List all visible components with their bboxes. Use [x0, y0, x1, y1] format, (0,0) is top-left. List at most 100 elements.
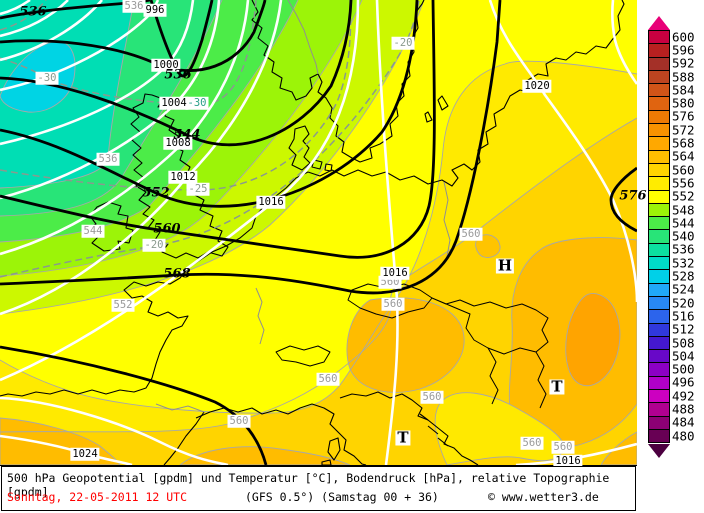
country-borders — [155, 0, 451, 413]
colorbar-value-label: 508 — [672, 335, 695, 351]
colorbar-overflow-arrow-top — [648, 16, 670, 30]
retop-label: 560 — [316, 372, 340, 386]
geopotential-label: 560 — [153, 221, 181, 237]
geopot-576 — [609, 166, 637, 233]
colorbar-value-label: 524 — [672, 281, 695, 297]
pressure-label: 1020 — [522, 79, 552, 93]
temperature-label: -30 — [35, 71, 59, 85]
colorbar-swatch — [649, 163, 669, 178]
colorbar-swatch — [649, 217, 669, 231]
pressure-center-label: H — [495, 256, 515, 275]
colorbar-value-label: 528 — [672, 268, 695, 284]
colorbar-value-label: 580 — [672, 95, 695, 111]
colorbar-value-label: 492 — [672, 388, 695, 404]
coastline-baltic — [307, 0, 625, 187]
geopotential-label: 568 — [163, 266, 191, 282]
colorbar-swatch — [649, 243, 669, 258]
colorbar-swatch — [649, 84, 669, 98]
retop-label: 544 — [81, 224, 105, 238]
colorbar-value-label: 556 — [672, 175, 695, 191]
colorbar-value-label: 536 — [672, 241, 695, 257]
colorbar-swatch — [649, 323, 669, 337]
pressure-label: 1000 — [151, 58, 181, 72]
temperature-label: -20 — [391, 36, 415, 50]
colorbar-value-label: 584 — [672, 82, 695, 98]
pressure-center-label: T — [549, 377, 565, 396]
credit-link: © www.wetter3.de — [488, 490, 599, 504]
colorbar-swatch — [649, 124, 669, 138]
colorbar-value-label: 504 — [672, 348, 695, 364]
colorbar-value-label: 548 — [672, 202, 695, 218]
colorbar-swatch — [649, 97, 669, 111]
colorbar-swatch — [649, 57, 669, 71]
coastline-corsica — [327, 437, 341, 461]
colorbar-value-label: 520 — [672, 295, 695, 311]
colorbar-value-label: 496 — [672, 374, 695, 390]
colorbar-swatch — [649, 390, 669, 404]
colorbar-swatch — [649, 44, 669, 58]
geopot-544 — [0, 0, 353, 147]
colorbar-value-label: 596 — [672, 42, 695, 58]
pressure-label: 1004 — [159, 96, 189, 110]
geopotential-label: 552 — [142, 185, 170, 201]
pressure-center-label: T — [395, 428, 411, 447]
colorbar-value-label: 488 — [672, 401, 695, 417]
temp-line-minus25 — [0, 0, 352, 191]
colorbar-value-label: 572 — [672, 122, 695, 138]
colorbar-swatch — [649, 310, 669, 324]
colorbar-value-label: 564 — [672, 148, 695, 164]
colorbar-value-label: 500 — [672, 361, 695, 377]
isobar-1016 — [0, 0, 360, 382]
temperature-label: -30 — [185, 96, 209, 110]
colorbar-value-label: 480 — [672, 428, 695, 444]
temperature-label: -20 — [142, 238, 166, 252]
coastline-adriatic — [339, 391, 479, 465]
colorbar-swatch — [649, 296, 669, 311]
geopot-568 — [0, 0, 502, 295]
colorbar-value-label: 592 — [672, 55, 695, 71]
colorbar-swatch — [649, 203, 669, 218]
colorbar-value-label: 568 — [672, 135, 695, 151]
colorbar-swatch — [649, 137, 669, 151]
pressure-label: 1016 — [256, 195, 286, 209]
colorbar-swatch — [649, 363, 669, 377]
pressure-label: 1016 — [380, 266, 410, 280]
pressure-label: 1012 — [168, 170, 198, 184]
colorbar-swatch — [649, 110, 669, 125]
geopotential-label: 544 — [173, 127, 201, 143]
colorbar-swatch — [649, 416, 669, 430]
coastline-scandinavia — [251, 0, 425, 163]
map-panel: 536 536 544 552 560 560 560 560 560 560 560 560 -30 -… — [0, 0, 647, 468]
coastlines — [0, 0, 625, 465]
geopotential-label: 576 — [619, 188, 647, 204]
temperature-label: -25 — [186, 182, 210, 196]
coastline-northsea-channel — [0, 171, 309, 397]
colorbar-value-label: 588 — [672, 69, 695, 85]
coastline-mediterranean — [195, 403, 367, 465]
pressure-label: 1016 — [553, 454, 583, 468]
colorbar-swatch — [649, 177, 669, 191]
pressure-label: 1024 — [70, 447, 100, 461]
colorbar-swatch — [649, 257, 669, 271]
colorbar-value-label: 512 — [672, 321, 695, 337]
caption-box: 500 hPa Geopotential [gpdm] und Temperat… — [1, 466, 636, 511]
retop-label: 560 — [520, 436, 544, 450]
colorbar-value-label: 516 — [672, 308, 695, 324]
coastline-spain-east — [163, 411, 205, 465]
isobar-1004 — [0, 0, 221, 200]
isobar-1000 — [0, 0, 195, 146]
retop-label: 552 — [111, 298, 135, 312]
retop-label: 560 — [381, 297, 405, 311]
retop-blob-central — [346, 297, 465, 393]
geopotential-label: 536 — [164, 67, 192, 83]
colorbar-overflow-arrow-bottom — [648, 444, 670, 459]
colorbar-swatches — [648, 30, 670, 444]
border-switzerland — [275, 345, 331, 367]
colorbar-value-label: 576 — [672, 108, 695, 124]
colorbar-swatch — [649, 230, 669, 244]
geopot-560 — [0, 0, 436, 259]
retop-label: 560 — [459, 227, 483, 241]
isobar-996 — [0, 0, 160, 92]
colorbar-value-label: 484 — [672, 414, 695, 430]
